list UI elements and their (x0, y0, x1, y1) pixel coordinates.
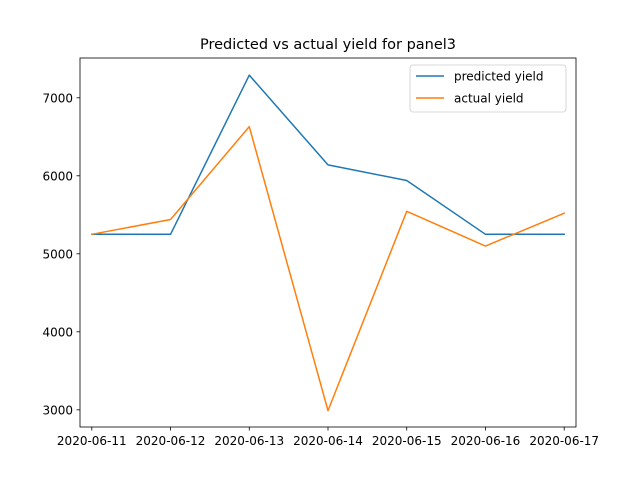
legend-label: actual yield (454, 92, 524, 106)
chart-title: Predicted vs actual yield for panel3 (200, 37, 456, 53)
legend-label: predicted yield (454, 70, 544, 84)
x-tick-label: 2020-06-11 (57, 434, 127, 448)
legend-frame (409, 64, 567, 113)
series-line-2 (90, 125, 566, 412)
y-tick-label: 7000 (42, 91, 73, 105)
x-tick-label: 2020-06-17 (529, 434, 599, 448)
y-tick-label: 3000 (42, 403, 73, 417)
x-tick-label: 2020-06-16 (451, 434, 521, 448)
series-line-1 (91, 74, 565, 236)
x-tick-label: 2020-06-13 (214, 434, 284, 448)
y-tick-label: 5000 (42, 247, 73, 261)
y-tick-label: 4000 (42, 325, 73, 339)
x-tick-label: 2020-06-14 (293, 434, 363, 448)
legend: predicted yield actual yield (409, 64, 567, 113)
x-tick-label: 2020-06-12 (136, 434, 206, 448)
x-tick-label: 2020-06-15 (372, 434, 442, 448)
y-tick-label: 6000 (42, 169, 73, 183)
plot-area: 2020-06-11 2020-06-12 2020-06-13 2020-06-14… (42, 57, 599, 448)
